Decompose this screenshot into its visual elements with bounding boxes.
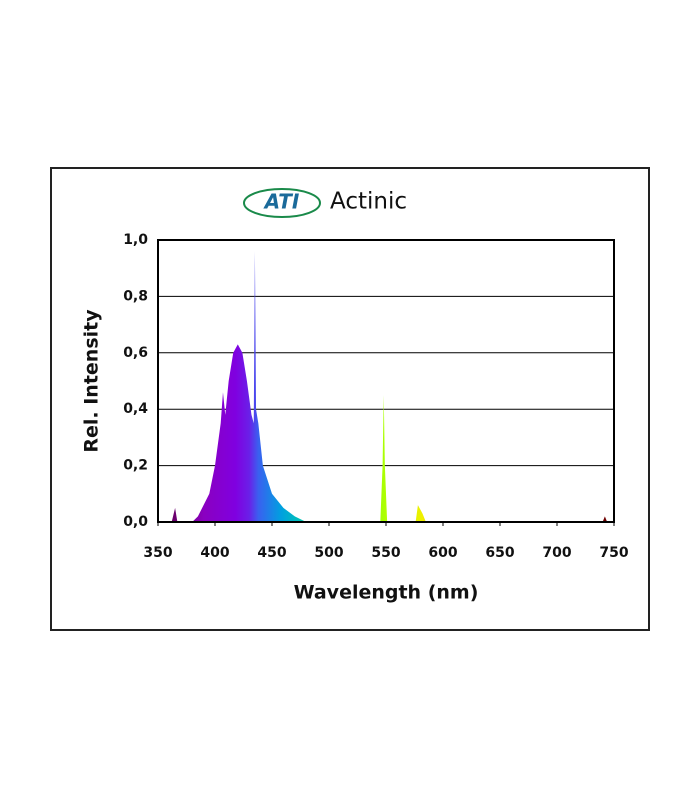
logo: ATI — [243, 188, 321, 218]
y-tick-label: 0,2 — [123, 458, 148, 474]
y-tick-label: 0,6 — [123, 345, 148, 361]
x-axis-title: Wavelength (nm) — [294, 582, 479, 604]
x-tick-label: 700 — [542, 545, 571, 561]
y-tick-label: 0,0 — [123, 514, 148, 530]
x-tick-label: 350 — [143, 545, 172, 561]
x-tick-label: 500 — [314, 545, 343, 561]
x-tick-label: 450 — [257, 545, 286, 561]
y-axis-title: Rel. Intensity — [81, 309, 103, 453]
x-tick-label: 650 — [485, 545, 514, 561]
x-tick-label: 600 — [428, 545, 457, 561]
x-tick-label: 750 — [599, 545, 628, 561]
logo-ring — [243, 188, 321, 218]
plot-border — [157, 239, 615, 523]
frame — [50, 167, 650, 631]
logo-text: ATI — [263, 190, 300, 214]
chart-title: Actinic — [330, 189, 407, 215]
x-tick-label: 550 — [371, 545, 400, 561]
y-tick-label: 0,8 — [123, 288, 148, 304]
y-tick-label: 0,4 — [123, 401, 148, 417]
y-tick-label: 1,0 — [123, 232, 148, 248]
x-tick-label: 400 — [200, 545, 229, 561]
